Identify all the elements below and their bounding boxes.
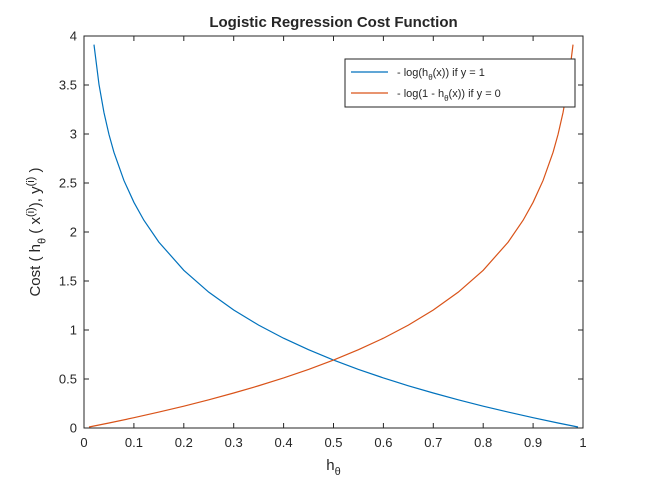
y-axis-label: Cost ( hθ ( x(i)), y(i) )	[25, 167, 48, 296]
legend-label-1-part-0: - log(h	[397, 67, 428, 79]
x-axis-label-sub: θ	[335, 466, 341, 478]
y-tick-label: 3	[70, 127, 77, 142]
x-tick-label: 0.9	[524, 435, 542, 450]
y-tick-label: 2	[70, 225, 77, 240]
y-tick-label: 2.5	[59, 176, 77, 191]
x-tick-label: 0.4	[275, 435, 293, 450]
chart-title: Logistic Regression Cost Function	[209, 14, 457, 31]
legend-label-1-part-1: θ	[428, 73, 433, 82]
x-tick-label: 0.5	[324, 435, 342, 450]
x-tick-label: 0.6	[374, 435, 392, 450]
series-line-1	[93, 44, 579, 428]
series-line-2	[88, 44, 574, 428]
plot-area	[88, 44, 579, 428]
y-tick-label: 1	[70, 323, 77, 338]
legend-box	[344, 58, 576, 108]
x-tick-label: 0.3	[225, 435, 243, 450]
y-tick-label: 0.5	[59, 372, 77, 387]
legend-label-1: - log(hθ(x)) if y = 1	[397, 67, 485, 82]
legend: - log(hθ(x)) if y = 1- log(1 - hθ(x)) if…	[344, 58, 576, 108]
x-tick-label: 0.8	[474, 435, 492, 450]
x-tick-label: 0.2	[175, 435, 193, 450]
legend-label-2-part-0: - log(1 - h	[397, 88, 444, 100]
y-tick-label: 1.5	[59, 274, 77, 289]
x-axis-label-main: h	[326, 457, 334, 474]
y-axis-label-part-1: θ	[36, 238, 48, 244]
x-tick-label: 0	[80, 435, 87, 450]
legend-label-2-part-1: θ	[444, 94, 449, 103]
x-tick-label: 0.7	[424, 435, 442, 450]
y-tick-label: 0	[70, 421, 77, 436]
y-axis-label-part-6: )	[27, 167, 44, 176]
y-axis-label-part-2: ( x	[27, 217, 44, 238]
legend-label-2-part-2: (x)) if y = 0	[449, 88, 501, 100]
y-axis-label-part-3: (i)	[25, 207, 37, 217]
x-tick-label: 1	[579, 435, 586, 450]
legend-label-1-part-2: (x)) if y = 1	[433, 67, 485, 79]
x-tick-label: 0.1	[125, 435, 143, 450]
y-tick-label: 4	[70, 29, 77, 44]
y-axis-label-part-0: Cost ( h	[27, 244, 44, 297]
ticks: 0 0.1 0.2 0.3 0.4 0.5 0.6 0.7 0.8 0.9 1 0 0.5 1 1.5 2 2.…	[59, 29, 587, 451]
y-axis-label-part-4: ), y	[27, 186, 44, 207]
y-axis-label-part-5: (i)	[25, 177, 37, 187]
legend-label-2: - log(1 - hθ(x)) if y = 0	[397, 88, 501, 103]
x-axis-label: hθ	[326, 457, 340, 478]
y-tick-label: 3.5	[59, 78, 77, 93]
